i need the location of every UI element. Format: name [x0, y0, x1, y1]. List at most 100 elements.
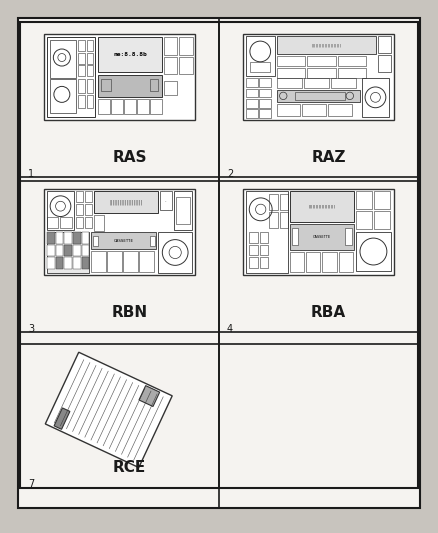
Polygon shape — [139, 385, 160, 407]
Bar — [78, 65, 85, 76]
Bar — [87, 95, 93, 108]
Text: ..: .. — [165, 199, 167, 203]
Bar — [56, 257, 63, 269]
Bar — [374, 211, 390, 229]
Bar — [259, 99, 271, 108]
Bar — [78, 53, 85, 63]
Text: RBA: RBA — [311, 305, 346, 320]
Bar — [179, 37, 193, 55]
Bar — [47, 245, 55, 256]
Bar — [139, 251, 154, 272]
Bar — [260, 245, 268, 255]
Bar — [85, 217, 92, 228]
Bar — [20, 177, 219, 332]
Bar — [158, 232, 192, 273]
Bar — [246, 191, 288, 273]
Bar — [160, 191, 172, 210]
Bar — [78, 79, 85, 93]
Bar — [356, 232, 391, 271]
Bar — [85, 204, 92, 215]
Text: 3: 3 — [28, 324, 34, 334]
Bar — [47, 191, 74, 230]
Bar — [306, 252, 321, 272]
Bar — [378, 36, 391, 53]
Bar — [249, 245, 258, 255]
Bar — [76, 191, 83, 203]
Bar — [87, 65, 93, 76]
Bar — [277, 68, 305, 77]
Bar — [47, 232, 89, 273]
Bar — [290, 191, 354, 222]
Bar — [64, 245, 72, 256]
Bar — [107, 251, 122, 272]
Bar — [44, 189, 195, 274]
Bar — [260, 257, 268, 268]
Bar — [250, 62, 270, 72]
Bar — [356, 191, 372, 209]
Bar — [60, 217, 72, 228]
Bar — [279, 212, 288, 228]
Bar — [179, 57, 193, 74]
Bar — [277, 78, 302, 88]
Bar — [269, 212, 278, 228]
Bar — [76, 217, 83, 228]
Bar — [20, 22, 418, 488]
Text: RBN: RBN — [111, 305, 148, 320]
Bar — [339, 252, 353, 272]
Bar — [356, 211, 372, 229]
Bar — [73, 257, 81, 269]
Bar — [47, 217, 58, 228]
Bar — [259, 88, 271, 98]
Bar — [219, 332, 418, 487]
Bar — [44, 35, 195, 119]
Bar — [243, 189, 394, 274]
Bar — [111, 100, 123, 114]
Bar — [176, 197, 190, 224]
Bar — [219, 177, 418, 332]
Bar — [73, 232, 81, 244]
Bar — [249, 257, 258, 268]
Bar — [322, 252, 336, 272]
Bar — [362, 78, 389, 117]
Bar — [81, 257, 89, 269]
Bar — [87, 53, 93, 63]
Bar — [277, 36, 376, 54]
Bar — [85, 191, 92, 203]
Bar — [47, 37, 95, 117]
Bar — [328, 104, 352, 116]
Bar — [243, 35, 394, 119]
Bar — [81, 245, 89, 256]
Bar — [246, 36, 275, 76]
Bar — [304, 78, 329, 88]
Bar — [164, 37, 177, 55]
Bar — [78, 95, 85, 108]
Bar — [259, 78, 271, 87]
Bar — [164, 81, 177, 95]
Bar — [246, 88, 258, 98]
Text: 2: 2 — [227, 169, 233, 179]
Bar — [102, 78, 111, 91]
Bar — [259, 109, 271, 118]
Text: |||||||||||||||||||: ||||||||||||||||||| — [110, 199, 143, 205]
Bar — [87, 79, 93, 93]
Bar — [56, 232, 63, 244]
Bar — [295, 92, 345, 100]
Text: ||||||||||||||||||||: |||||||||||||||||||| — [311, 43, 342, 47]
Text: RAS: RAS — [112, 150, 147, 165]
Bar — [20, 22, 219, 177]
Bar — [246, 109, 258, 118]
Bar — [331, 78, 356, 88]
Bar — [98, 75, 162, 98]
Bar — [277, 90, 360, 102]
Bar — [246, 99, 258, 108]
Bar — [164, 57, 177, 74]
Bar — [174, 191, 192, 230]
Bar — [50, 79, 77, 112]
Text: RAZ: RAZ — [311, 150, 346, 165]
Bar — [290, 224, 354, 251]
Bar — [123, 251, 138, 272]
Bar — [277, 56, 305, 66]
Bar — [346, 228, 352, 245]
Text: 4: 4 — [227, 324, 233, 334]
Bar — [56, 245, 63, 256]
